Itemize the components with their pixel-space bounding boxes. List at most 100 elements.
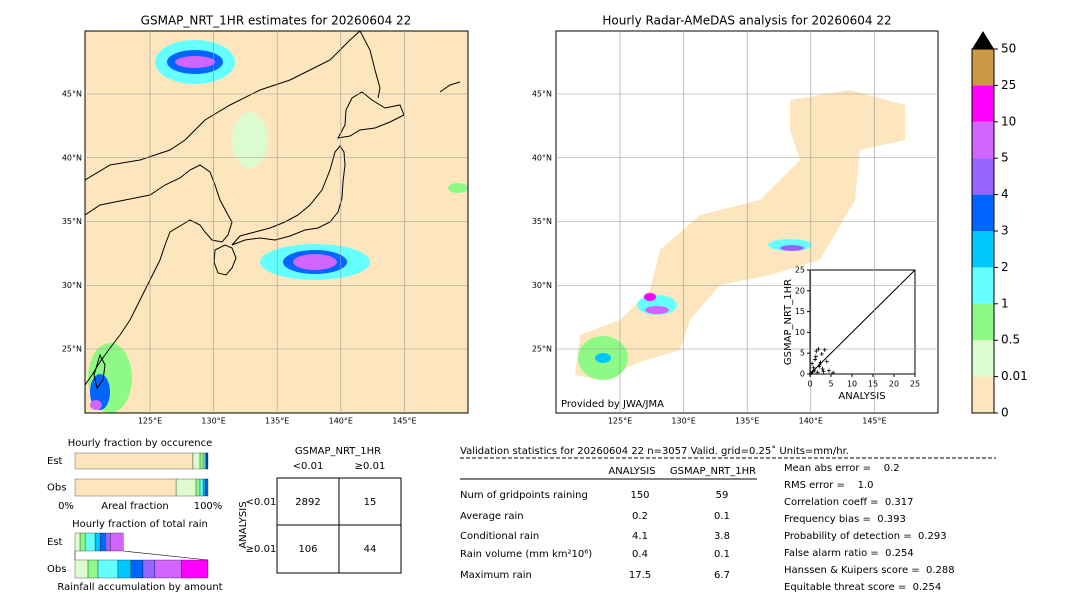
bar-segment xyxy=(117,559,132,579)
bar-segment xyxy=(110,532,124,552)
row-label: Obs xyxy=(47,564,66,575)
colorbar-label: 3 xyxy=(1001,224,1009,238)
table-cell: 15 xyxy=(364,497,377,508)
lat-label: 40°N xyxy=(532,153,552,162)
table-cell: 106 xyxy=(298,544,317,555)
colorbar-label: 0.01 xyxy=(1001,369,1028,383)
cell: 3.8 xyxy=(714,531,730,542)
y-tick-label: 15 xyxy=(795,307,805,316)
cell: 59 xyxy=(716,490,729,501)
table-cell: 2892 xyxy=(295,497,320,508)
row-label: ≥0.01 xyxy=(246,544,277,555)
colorbar-extend xyxy=(972,31,994,49)
lon-label: 145°E xyxy=(862,417,886,426)
col-label: ≥0.01 xyxy=(355,461,386,472)
score: False alarm ratio = 0.254 xyxy=(784,548,914,559)
bar-segment xyxy=(94,532,101,552)
score: Correlation coeff = 0.317 xyxy=(784,497,914,508)
bar-segment xyxy=(74,478,177,497)
bar-segment xyxy=(195,478,201,497)
point xyxy=(818,360,823,365)
colorbar-segment xyxy=(972,376,994,413)
bar-segment xyxy=(74,452,194,470)
lon-label: 140°E xyxy=(329,417,353,426)
lat-label: 45°N xyxy=(532,90,552,99)
cell: 0.2 xyxy=(632,511,648,522)
point xyxy=(820,367,825,372)
colorbar-segment xyxy=(972,158,994,195)
lon-label: 125°E xyxy=(138,417,162,426)
cell: 150 xyxy=(630,490,649,501)
lon-label: 135°E xyxy=(265,417,289,426)
credit: Provided by JWA/JMA xyxy=(561,399,664,410)
y-axis-label: GSMAP_NRT_1HR xyxy=(783,279,794,365)
bar-segment xyxy=(105,532,111,552)
x-tick-label: 5 xyxy=(828,380,833,389)
lat-label: 25°N xyxy=(532,345,552,354)
lon-label: 140°E xyxy=(799,417,823,426)
lat-label: 35°N xyxy=(62,217,82,226)
lat-label: 35°N xyxy=(532,217,552,226)
point xyxy=(815,370,820,375)
point xyxy=(821,369,826,374)
row-label: Conditional rain xyxy=(460,531,539,542)
colorbar-label: 50 xyxy=(1001,42,1016,56)
lon-label: 130°E xyxy=(201,417,225,426)
bar-segment xyxy=(97,559,119,579)
lat-label: 40°N xyxy=(62,153,82,162)
colorbar-segment xyxy=(972,303,994,341)
bar-segment xyxy=(87,559,99,579)
map-frame xyxy=(84,30,469,414)
score: Probability of detection = 0.293 xyxy=(784,531,947,542)
colorbar-label: 0 xyxy=(1001,406,1009,420)
score: Hanssen & Kuipers score = 0.288 xyxy=(784,565,955,576)
bar-segment xyxy=(206,452,208,470)
axis-label: 0% xyxy=(58,501,74,512)
lon-label: 135°E xyxy=(735,417,759,426)
row-label: Maximum rain xyxy=(460,570,532,581)
score: Mean abs error = 0.2 xyxy=(784,463,900,474)
colorbar-label: 2 xyxy=(1001,260,1009,274)
row-title: ANALYSIS xyxy=(238,501,249,548)
row-label: Average rain xyxy=(460,511,524,522)
lat-label: 45°N xyxy=(62,90,82,99)
cell: 0.4 xyxy=(632,549,648,560)
lon-label: 130°E xyxy=(671,417,695,426)
row-label: Obs xyxy=(47,483,66,494)
lat-label: 25°N xyxy=(62,345,82,354)
connector xyxy=(123,550,209,561)
bar-segment xyxy=(206,478,209,497)
x-tick-label: 0 xyxy=(807,380,812,389)
point xyxy=(813,354,818,359)
colorbar-segment xyxy=(972,267,994,304)
bar-segment xyxy=(207,452,209,470)
bar-segment xyxy=(202,452,206,470)
axis-label: 100% xyxy=(194,501,223,512)
colorbar-segment xyxy=(972,85,994,122)
y-tick-label: 20 xyxy=(795,286,805,295)
table-cell: 44 xyxy=(364,544,377,555)
row-label: Est xyxy=(47,456,63,467)
cell: 0.1 xyxy=(714,511,730,522)
colorbar-label: 1 xyxy=(1001,296,1009,310)
colorbar-segment xyxy=(972,340,994,377)
colorbar-label: 4 xyxy=(1001,187,1009,201)
axis-label: Rainfall accumulation by amount xyxy=(57,582,222,593)
point xyxy=(813,357,818,362)
y-tick-label: 10 xyxy=(795,328,805,337)
bar-segment xyxy=(74,532,81,552)
bar-segment xyxy=(199,452,204,470)
bar-segment xyxy=(181,559,209,579)
point xyxy=(816,347,821,352)
col-label: <0.01 xyxy=(293,461,324,472)
point xyxy=(812,368,817,373)
bar-segment xyxy=(175,478,197,497)
colorbar-label: 0.5 xyxy=(1001,333,1020,347)
x-tick-label: 10 xyxy=(847,380,857,389)
point xyxy=(826,368,831,373)
bar-segment xyxy=(199,478,204,497)
y-tick-label: 0 xyxy=(800,370,805,379)
row-label: Rain volume (mm km²10⁶) xyxy=(460,549,592,560)
x-tick-label: 15 xyxy=(868,380,878,389)
